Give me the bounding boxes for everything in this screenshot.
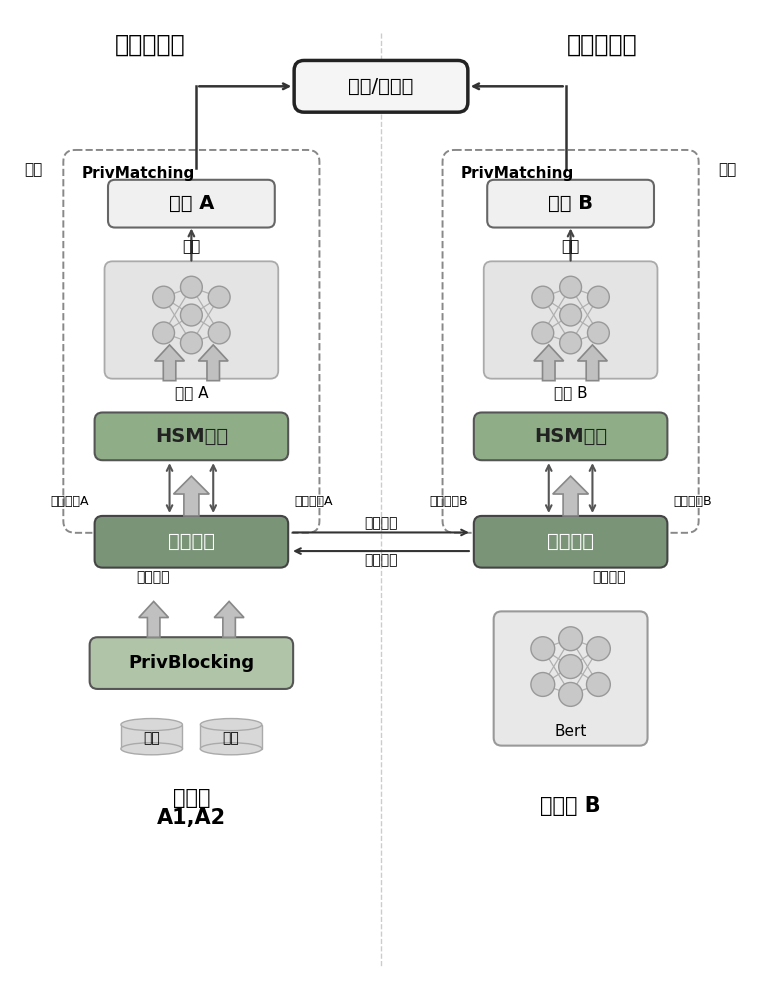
FancyBboxPatch shape <box>474 516 667 568</box>
Circle shape <box>587 637 610 661</box>
Text: 数据共享: 数据共享 <box>365 517 398 531</box>
Polygon shape <box>534 345 564 381</box>
Text: 嵌入共享: 嵌入共享 <box>547 532 594 551</box>
Text: 数据: 数据 <box>143 732 160 746</box>
Polygon shape <box>215 601 244 637</box>
FancyBboxPatch shape <box>108 180 275 228</box>
Text: 加密数据B: 加密数据B <box>429 495 468 508</box>
Text: HSM优化: HSM优化 <box>534 427 607 446</box>
Text: 模型拥有者: 模型拥有者 <box>567 33 638 57</box>
Text: 数据输入: 数据输入 <box>136 571 170 585</box>
Text: 参与方 B: 参与方 B <box>540 796 601 816</box>
Text: 模型 A: 模型 A <box>174 385 209 400</box>
Text: 数据拥有者: 数据拥有者 <box>114 33 185 57</box>
Text: A1,A2: A1,A2 <box>157 808 226 828</box>
Text: 模型输入: 模型输入 <box>593 571 626 585</box>
Text: 加密数据A: 加密数据A <box>295 495 333 508</box>
Ellipse shape <box>121 719 183 731</box>
Text: PrivMatching: PrivMatching <box>81 166 195 181</box>
FancyBboxPatch shape <box>94 516 288 568</box>
Text: PrivMatching: PrivMatching <box>460 166 574 181</box>
Polygon shape <box>154 345 184 381</box>
Text: 模型 B: 模型 B <box>554 385 587 400</box>
Polygon shape <box>199 345 228 381</box>
FancyBboxPatch shape <box>121 725 183 749</box>
Circle shape <box>587 673 610 696</box>
Circle shape <box>209 286 230 308</box>
Text: 参与方: 参与方 <box>173 788 210 808</box>
Text: 结果 B: 结果 B <box>548 194 593 213</box>
Circle shape <box>587 286 610 308</box>
FancyBboxPatch shape <box>474 412 667 460</box>
Text: 匹配/不匹配: 匹配/不匹配 <box>349 77 414 96</box>
Circle shape <box>559 682 582 706</box>
Text: 模型共享: 模型共享 <box>365 553 398 567</box>
FancyBboxPatch shape <box>487 180 654 228</box>
Circle shape <box>532 286 554 308</box>
Circle shape <box>587 322 610 344</box>
FancyBboxPatch shape <box>94 412 288 460</box>
Polygon shape <box>139 601 168 637</box>
Text: 加密模型A: 加密模型A <box>50 495 88 508</box>
Circle shape <box>180 304 202 326</box>
Circle shape <box>153 322 174 344</box>
Circle shape <box>559 276 581 298</box>
FancyBboxPatch shape <box>295 60 468 112</box>
Text: Bert: Bert <box>555 724 587 739</box>
Text: 解密: 解密 <box>24 162 43 177</box>
Text: 推断: 推断 <box>183 239 200 254</box>
Circle shape <box>180 276 202 298</box>
Circle shape <box>559 627 582 651</box>
Text: 结果 A: 结果 A <box>169 194 214 213</box>
Polygon shape <box>552 476 588 516</box>
Circle shape <box>209 322 230 344</box>
Text: 加密模型B: 加密模型B <box>673 495 712 508</box>
Text: PrivBlocking: PrivBlocking <box>129 654 254 672</box>
Polygon shape <box>174 476 209 516</box>
FancyBboxPatch shape <box>90 637 293 689</box>
Ellipse shape <box>121 743 183 755</box>
Polygon shape <box>578 345 607 381</box>
Circle shape <box>153 286 174 308</box>
FancyBboxPatch shape <box>494 611 648 746</box>
Text: HSM优化: HSM优化 <box>154 427 228 446</box>
Ellipse shape <box>200 743 262 755</box>
FancyBboxPatch shape <box>484 261 658 379</box>
Text: 推断: 推断 <box>562 239 580 254</box>
Ellipse shape <box>200 719 262 731</box>
Circle shape <box>559 655 582 679</box>
Text: 数据: 数据 <box>223 732 240 746</box>
Circle shape <box>531 637 555 661</box>
Circle shape <box>180 332 202 354</box>
Text: 解密: 解密 <box>718 162 737 177</box>
Circle shape <box>531 673 555 696</box>
Circle shape <box>559 304 581 326</box>
FancyBboxPatch shape <box>104 261 279 379</box>
Circle shape <box>532 322 554 344</box>
Text: 嵌入共享: 嵌入共享 <box>168 532 215 551</box>
FancyBboxPatch shape <box>200 725 262 749</box>
Circle shape <box>559 332 581 354</box>
